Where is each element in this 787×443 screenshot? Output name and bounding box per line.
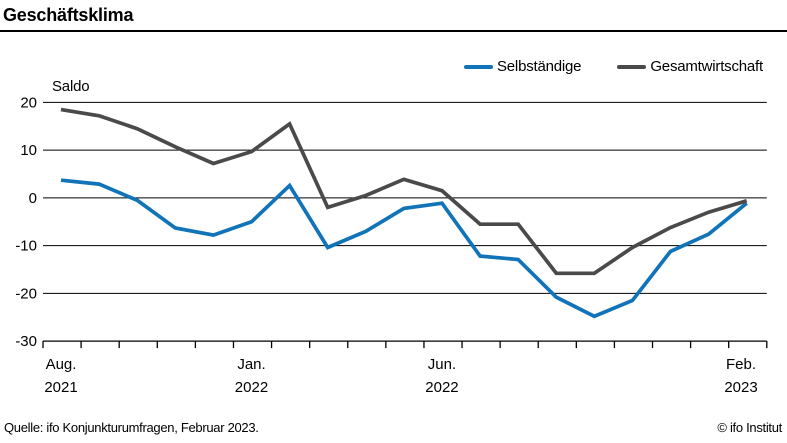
y-axis-unit-label: Saldo [52,78,90,95]
x-tick-labels: Aug. 2021 Jan. 2022 Jun. 2022 Feb. 2023 [44,356,757,396]
gridlines [43,101,767,294]
y-tick-labels: 20 10 0 -10 -20 -30 [15,94,37,350]
page-title: Geschäftsklima [0,0,787,32]
series-line-gesamtwirtschaft [60,107,748,276]
legend-line-swatch [617,64,647,69]
svg-text:2022: 2022 [425,379,458,396]
svg-text:Jan.: Jan. [237,356,265,373]
svg-text:-20: -20 [15,285,37,302]
svg-text:0: 0 [29,190,37,207]
svg-text:2021: 2021 [44,379,77,396]
svg-text:-10: -10 [15,238,37,255]
svg-text:20: 20 [20,94,37,111]
svg-text:2022: 2022 [235,379,268,396]
legend-label: Gesamtwirtschaft [650,58,763,75]
legend-item-gesamtwirtschaft: Gesamtwirtschaft [617,58,763,75]
legend-line-swatch [463,64,493,69]
legend-item-selbstaendige: Selbständige [463,58,582,75]
svg-text:10: 10 [20,142,37,159]
legend-label: Selbständige [496,58,582,75]
source-note: Quelle: ifo Konjunkturumfragen, Februar … [4,420,259,435]
chart-header: Geschäftsklima [0,0,787,32]
series-line-selbstaendige [60,178,748,319]
svg-text:Jun.: Jun. [428,356,456,373]
chart-legend: Selbständige Gesamtwirtschaft [463,58,763,75]
copyright-note: © ifo Institut [717,420,782,435]
svg-text:2023: 2023 [724,379,757,396]
x-axis [42,340,768,349]
svg-text:Feb.: Feb. [726,356,756,373]
svg-text:Aug.: Aug. [46,356,77,373]
svg-text:-30: -30 [15,333,37,350]
